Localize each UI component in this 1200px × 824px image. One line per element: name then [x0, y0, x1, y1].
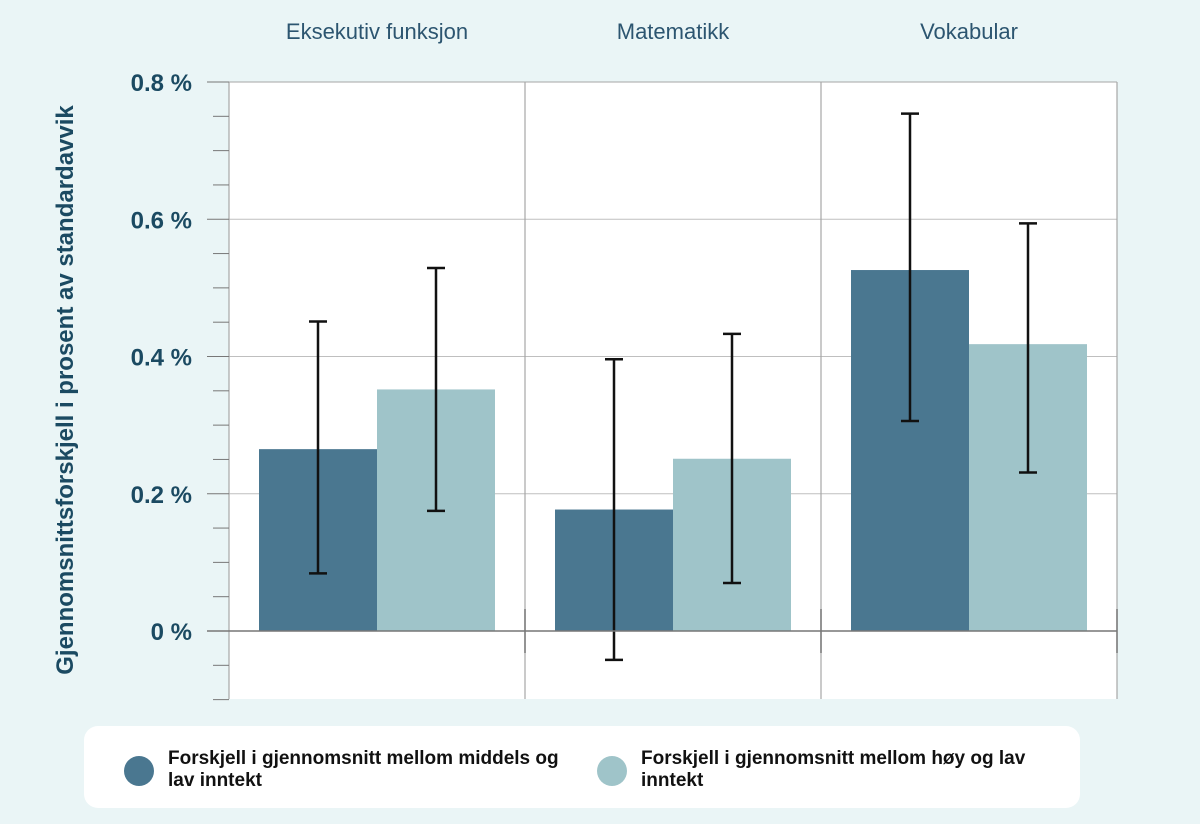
facet-title: Matematikk	[617, 19, 730, 44]
facet-title: Vokabular	[920, 19, 1018, 44]
legend-swatch-middels	[124, 756, 154, 786]
plot-area: 0 % 0.2 % 0.4 % 0.6 % 0.8 %	[131, 70, 1118, 701]
legend-item-middels: Forskjell i gjennomsnitt mellom middels …	[124, 748, 588, 792]
y-tick-label: 0.6 %	[131, 207, 192, 234]
facet-title: Eksekutiv funksjon	[286, 19, 468, 44]
y-tick-label: 0.4 %	[131, 345, 192, 372]
legend-label-middels: Forskjell i gjennomsnitt mellom middels …	[168, 748, 559, 791]
y-tick-label: 0.2 %	[131, 482, 192, 509]
legend: Forskjell i gjennomsnitt mellom middels …	[84, 726, 1080, 808]
y-axis-label: Gjennomsnittsforskjell i prosent av stan…	[52, 105, 79, 675]
y-tick-label: 0.8 %	[131, 70, 192, 97]
facet-labels: Eksekutiv funksjon Matematikk Vokabular	[286, 19, 1018, 44]
legend-item-hoy: Forskjell i gjennomsnitt mellom høy og l…	[597, 748, 1051, 792]
y-tick-label: 0 %	[151, 619, 192, 646]
legend-swatch-hoy	[597, 756, 627, 786]
legend-label-hoy: Forskjell i gjennomsnitt mellom høy og l…	[641, 748, 1026, 791]
chart: Eksekutiv funksjon Matematikk Vokabular Gj…	[52, 19, 1118, 701]
